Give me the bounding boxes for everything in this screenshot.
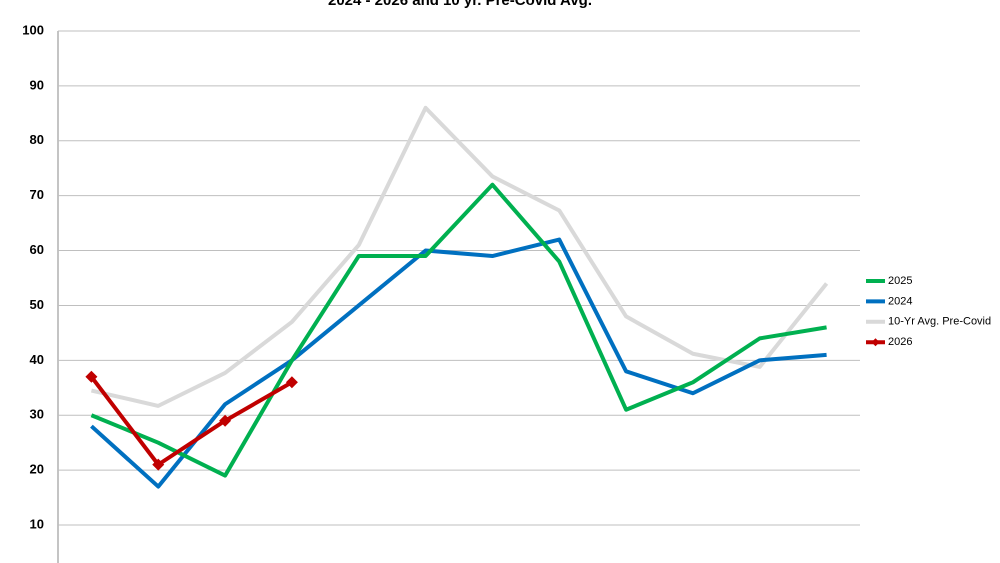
y-tick-label: 60 [30,242,44,257]
legend-marker [871,338,880,347]
y-tick-label: 10 [30,516,44,531]
y-tick-label: 100 [22,22,44,37]
y-tick-label: 50 [30,297,44,312]
point-marker [285,376,298,389]
series-line [90,237,827,489]
point-marker [85,370,98,383]
y-tick-label: 70 [30,187,44,202]
legend-label: 10-Yr Avg. Pre-Covid [888,316,991,328]
legend-label: 2025 [888,275,912,287]
chart-title: 2024 - 2026 and 10 yr. Pre-Covid Avg. [328,0,592,9]
legend-label: 2026 [888,336,912,348]
y-tick-label: 30 [30,407,44,422]
legend-label: 2024 [888,295,912,307]
series-line [90,105,829,408]
y-tick-label: 20 [30,462,44,477]
y-tick-label: 80 [30,132,44,147]
y-tick-label: 90 [30,77,44,92]
y-tick-label: 40 [30,352,44,367]
series-line [89,375,293,467]
series-line [90,182,827,478]
point-marker [219,414,232,427]
point-marker [152,458,165,471]
